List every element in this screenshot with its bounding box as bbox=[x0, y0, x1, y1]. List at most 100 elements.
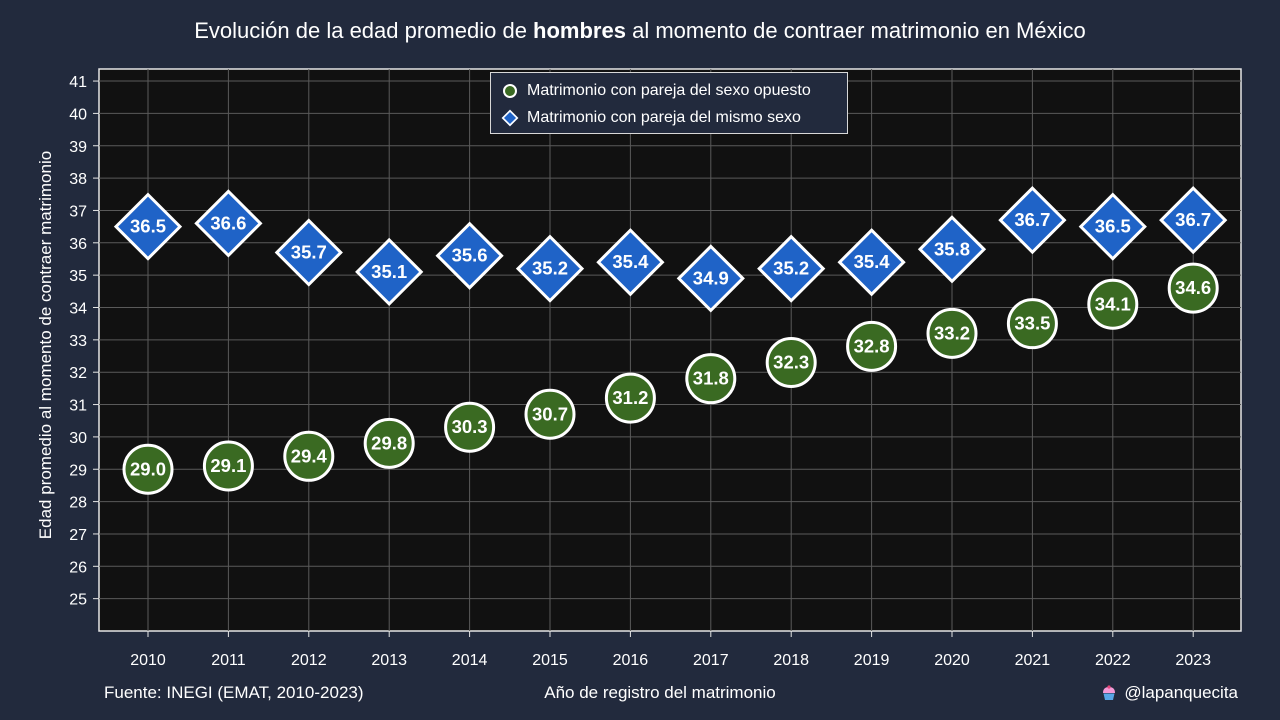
y-tick-label: 35 bbox=[69, 268, 87, 285]
data-label-opposite-sex: 30.7 bbox=[532, 404, 568, 424]
y-tick-label: 36 bbox=[69, 236, 87, 253]
x-axis-ticks: 2010 2011 2012 2013 2014 2015 2016 2017 2018 2019… bbox=[130, 631, 1211, 669]
x-tick-label: 2012 bbox=[291, 652, 327, 669]
legend: Matrimonio con pareja del sexo opuesto M… bbox=[490, 72, 848, 134]
data-label-opposite-sex: 29.8 bbox=[371, 433, 407, 453]
series-same-sex: 36.5 36.6 35.7 35.1 35.6 35.2 35.4 34.9 35.2 35.4… bbox=[113, 186, 1228, 313]
data-point-opposite-sex bbox=[1006, 298, 1058, 350]
data-point-opposite-sex bbox=[1087, 278, 1139, 330]
data-point-opposite-sex bbox=[524, 388, 576, 440]
cupcake-icon bbox=[1103, 685, 1116, 700]
data-label-same-sex: 36.5 bbox=[1095, 217, 1131, 237]
legend-label-same-sex: Matrimonio con pareja del mismo sexo bbox=[527, 109, 801, 126]
x-tick-label: 2020 bbox=[934, 652, 970, 669]
legend-item-opposite-sex: Matrimonio con pareja del sexo opuesto bbox=[503, 82, 811, 100]
legend-label-opposite-sex: Matrimonio con pareja del sexo opuesto bbox=[527, 82, 811, 99]
data-label-same-sex: 36.7 bbox=[1175, 210, 1211, 230]
data-label-same-sex: 35.2 bbox=[773, 259, 809, 279]
y-tick-label: 27 bbox=[69, 527, 87, 544]
data-label-same-sex: 34.9 bbox=[693, 268, 729, 288]
data-label-opposite-sex: 31.8 bbox=[693, 369, 729, 389]
y-axis-label: Edad promedio al momento de contraer mat… bbox=[36, 150, 55, 540]
y-tick-label: 25 bbox=[69, 592, 87, 609]
y-tick-label: 39 bbox=[69, 139, 87, 156]
x-tick-label: 2011 bbox=[211, 652, 246, 669]
diamond-marker-icon bbox=[501, 109, 519, 127]
x-tick-label: 2019 bbox=[854, 652, 890, 669]
data-label-opposite-sex: 30.3 bbox=[452, 417, 488, 437]
data-point-same-sex bbox=[837, 228, 906, 297]
x-tick-label: 2021 bbox=[1015, 652, 1051, 669]
y-axis-ticks: 25 26 27 28 29 30 31 32 33 34 35 36 37 38 39 40 41 bbox=[69, 74, 99, 609]
data-label-same-sex: 36.7 bbox=[1014, 210, 1050, 230]
data-label-opposite-sex: 34.1 bbox=[1095, 294, 1131, 314]
source-note: Fuente: INEGI (EMAT, 2010-2023) bbox=[104, 683, 364, 702]
data-point-opposite-sex bbox=[685, 353, 737, 405]
y-tick-label: 41 bbox=[69, 74, 87, 91]
x-tick-label: 2016 bbox=[613, 652, 649, 669]
y-tick-label: 26 bbox=[69, 559, 87, 576]
chart-title: Evolución de la edad promedio de hombres… bbox=[0, 18, 1280, 44]
credit: @lapanquecita bbox=[1100, 683, 1238, 703]
data-point-same-sex bbox=[1159, 186, 1228, 255]
series-opposite-sex: 29.0 29.1 29.4 29.8 30.3 30.7 31.2 31.8 32.3 32.8… bbox=[122, 262, 1219, 495]
x-tick-label: 2022 bbox=[1095, 652, 1131, 669]
x-tick-label: 2014 bbox=[452, 652, 488, 669]
y-tick-label: 37 bbox=[69, 203, 87, 220]
data-label-opposite-sex: 31.2 bbox=[612, 388, 648, 408]
title-text-bold: hombres bbox=[533, 18, 626, 43]
x-tick-label: 2017 bbox=[693, 652, 729, 669]
data-label-same-sex: 35.4 bbox=[854, 252, 890, 272]
y-tick-label: 34 bbox=[69, 301, 87, 318]
data-label-opposite-sex: 32.3 bbox=[773, 352, 809, 372]
data-point-same-sex bbox=[194, 189, 263, 258]
data-label-same-sex: 35.4 bbox=[612, 252, 648, 272]
data-label-opposite-sex: 33.2 bbox=[934, 323, 970, 343]
data-label-opposite-sex: 34.6 bbox=[1175, 278, 1211, 298]
data-point-same-sex bbox=[998, 186, 1067, 255]
data-label-opposite-sex: 29.1 bbox=[210, 456, 246, 476]
data-point-opposite-sex bbox=[1167, 262, 1219, 314]
y-tick-label: 40 bbox=[69, 106, 87, 123]
y-tick-label: 38 bbox=[69, 171, 87, 188]
data-label-opposite-sex: 32.8 bbox=[854, 336, 890, 356]
y-tick-label: 29 bbox=[69, 462, 87, 479]
y-tick-label: 32 bbox=[69, 365, 87, 382]
data-point-same-sex bbox=[596, 228, 665, 297]
y-tick-label: 28 bbox=[69, 495, 87, 512]
data-point-opposite-sex bbox=[122, 443, 174, 495]
data-point-opposite-sex bbox=[926, 307, 978, 359]
x-tick-label: 2023 bbox=[1175, 652, 1211, 669]
legend-item-same-sex: Matrimonio con pareja del mismo sexo bbox=[501, 109, 801, 127]
title-text-pre: Evolución de la edad promedio de bbox=[194, 18, 534, 43]
data-point-same-sex bbox=[274, 218, 343, 287]
data-point-opposite-sex bbox=[363, 417, 415, 469]
credit-handle: @lapanquecita bbox=[1124, 683, 1238, 702]
data-point-same-sex bbox=[917, 215, 987, 284]
plot-area bbox=[98, 68, 1242, 632]
data-label-opposite-sex: 29.0 bbox=[130, 459, 166, 479]
data-label-same-sex: 36.6 bbox=[210, 213, 246, 233]
data-point-opposite-sex bbox=[202, 440, 254, 492]
data-label-same-sex: 35.6 bbox=[452, 246, 488, 266]
data-point-same-sex bbox=[435, 221, 504, 290]
x-tick-label: 2013 bbox=[371, 652, 407, 669]
data-label-same-sex: 36.5 bbox=[130, 217, 166, 237]
x-tick-label: 2015 bbox=[532, 652, 568, 669]
data-point-same-sex bbox=[515, 234, 585, 303]
data-point-opposite-sex bbox=[846, 320, 898, 372]
data-point-opposite-sex bbox=[765, 336, 817, 388]
x-axis-label: Año de registro del matrimonio bbox=[544, 683, 776, 702]
data-point-opposite-sex bbox=[444, 401, 496, 453]
data-point-same-sex bbox=[1078, 192, 1147, 261]
data-point-same-sex bbox=[355, 237, 424, 307]
data-label-opposite-sex: 29.4 bbox=[291, 446, 327, 466]
y-tick-label: 31 bbox=[69, 398, 87, 415]
data-label-same-sex: 35.8 bbox=[934, 239, 970, 259]
x-tick-label: 2010 bbox=[130, 652, 166, 669]
data-point-same-sex bbox=[113, 192, 183, 261]
x-tick-label: 2018 bbox=[773, 652, 809, 669]
data-label-same-sex: 35.1 bbox=[371, 262, 407, 282]
data-point-opposite-sex bbox=[604, 372, 656, 424]
